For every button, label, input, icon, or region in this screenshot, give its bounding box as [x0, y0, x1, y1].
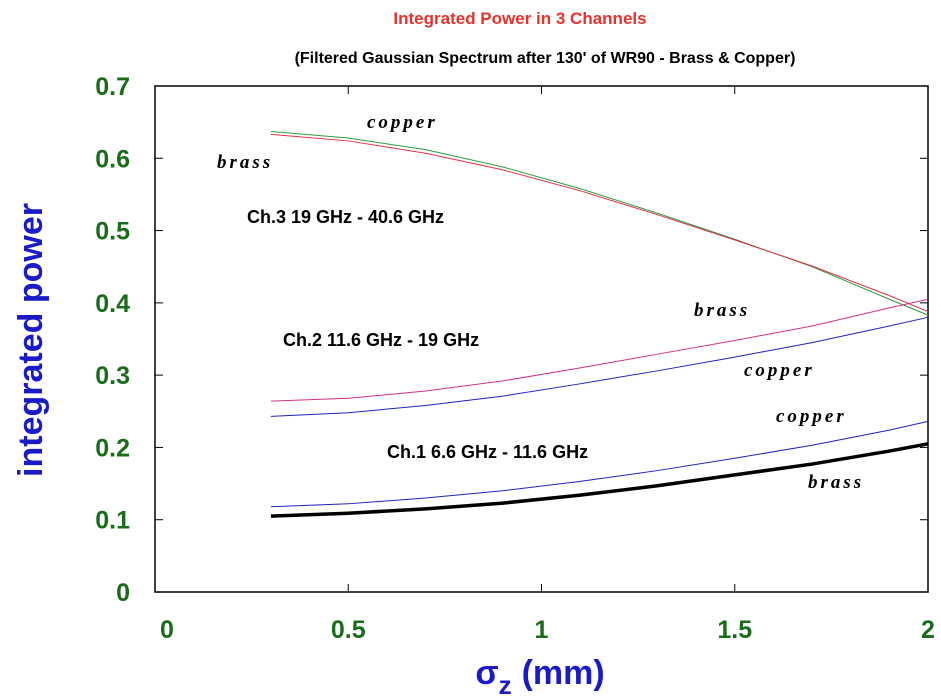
y-tick-label: 0.2 — [95, 434, 130, 462]
y-axis-label: integrated power — [12, 203, 50, 477]
series-label: brass — [694, 300, 750, 321]
x-label-symbol: σ — [475, 654, 498, 692]
chart-title: Integrated Power in 3 Channels — [393, 9, 646, 28]
y-tick-label: 0.6 — [95, 145, 130, 173]
channel-annotation: Ch.2 11.6 GHz - 19 GHz — [283, 330, 479, 350]
x-label-unit: (mm) — [522, 654, 605, 692]
x-axis-label: σz (mm) — [475, 654, 604, 700]
series-line — [270, 133, 929, 312]
x-tick-label: 1.5 — [717, 616, 752, 644]
y-tick-label: 0.7 — [95, 73, 130, 101]
series-label: brass — [217, 152, 273, 173]
series-line — [270, 420, 929, 508]
series-line — [270, 131, 929, 316]
channel-annotation: Ch.1 6.6 GHz - 11.6 GHz — [387, 442, 588, 462]
x-tick-label: 2 — [921, 616, 935, 644]
chart-subtitle: (Filtered Gaussian Spectrum after 130' o… — [295, 50, 796, 67]
x-label-subscript: z — [499, 670, 512, 700]
y-tick-label: 0.4 — [95, 290, 130, 318]
y-tick-label: 0.5 — [95, 218, 130, 246]
series-label: copper — [367, 112, 438, 133]
series-line — [270, 316, 929, 417]
channel-annotation: Ch.3 19 GHz - 40.6 GHz — [247, 207, 444, 227]
series-label: brass — [808, 472, 864, 493]
y-tick-label: 0.1 — [95, 507, 130, 535]
y-tick-label: 0.3 — [95, 362, 130, 390]
y-tick-label: 0 — [116, 579, 130, 607]
x-tick-label: 1 — [535, 616, 549, 644]
series-label: copper — [744, 360, 815, 381]
x-tick-label: 0.5 — [331, 616, 366, 644]
series-line — [270, 442, 929, 518]
x-tick-label: 0 — [160, 616, 174, 644]
series-line — [270, 298, 929, 402]
series-label: copper — [776, 406, 847, 427]
